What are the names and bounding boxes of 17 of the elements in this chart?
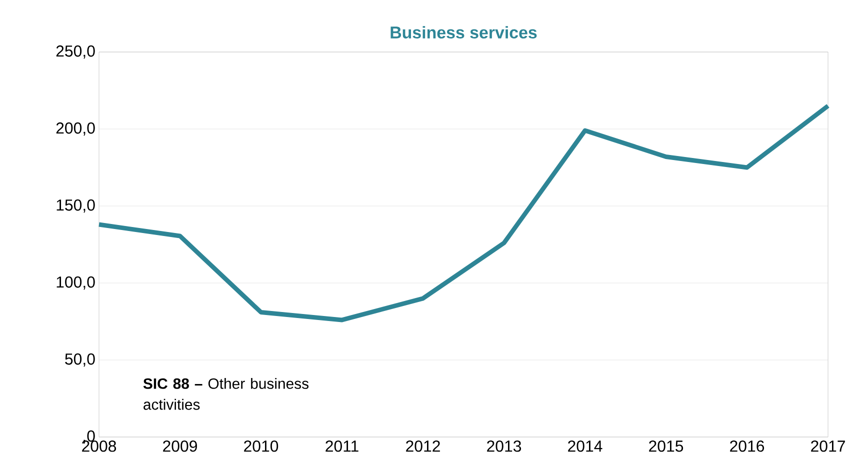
y-tick-label: 150,0 — [56, 199, 95, 213]
y-tick-label: 100,0 — [56, 276, 95, 290]
x-tick-label: 2013 — [487, 440, 522, 452]
x-tick-label: 2012 — [406, 440, 440, 452]
y-tick-label: 200,0 — [56, 122, 95, 136]
x-tick-label: 2017 — [811, 440, 845, 452]
line-series — [96, 104, 830, 322]
x-tick-label: 2011 — [326, 440, 358, 452]
annotation: SIC 88 – Other business activities — [143, 378, 308, 410]
y-tick-label: 250,0 — [56, 45, 95, 59]
x-tick-label: 2009 — [163, 440, 197, 452]
y-tick-label: 50,0 — [65, 353, 95, 367]
x-tick-label: 2015 — [649, 440, 684, 452]
chart-title: Business services — [390, 26, 537, 39]
x-tick-label: 2014 — [568, 440, 602, 452]
x-tick-label: 2010 — [244, 440, 278, 452]
x-tick-label: 2016 — [730, 440, 764, 452]
